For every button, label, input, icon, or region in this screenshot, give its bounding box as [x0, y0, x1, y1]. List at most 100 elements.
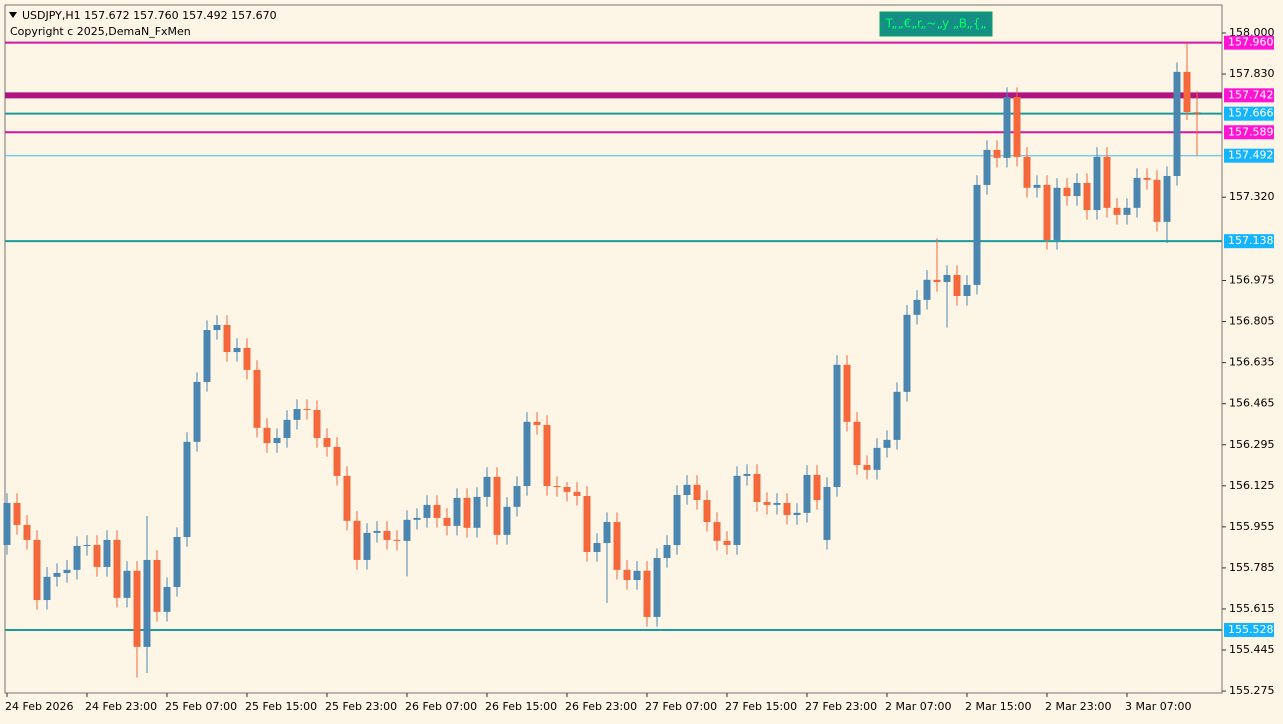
candle-body	[483, 476, 491, 497]
candle-body	[253, 369, 261, 428]
candle-body	[653, 558, 661, 617]
candle-body	[913, 299, 921, 315]
candle-body	[383, 530, 391, 540]
candle-body	[1173, 71, 1181, 176]
candle-body	[1043, 184, 1051, 240]
level-label-box	[1224, 106, 1274, 121]
candle-body	[1063, 187, 1071, 197]
candle-body	[703, 500, 711, 523]
candle-body	[63, 569, 71, 573]
candle-body	[543, 424, 551, 487]
candle-body	[203, 330, 211, 382]
candle-body	[603, 522, 611, 544]
candle-body	[443, 517, 451, 526]
candle-body	[313, 409, 321, 438]
candle-body	[753, 473, 761, 502]
level-label: 157.589	[1228, 125, 1274, 138]
candle-body	[83, 544, 91, 546]
candle-body	[1013, 97, 1021, 157]
candle-body	[213, 324, 221, 331]
y-tick-label: 157.320	[1229, 190, 1275, 203]
candle-body	[103, 539, 111, 567]
y-tick-label: 156.975	[1229, 274, 1275, 287]
candle-body	[633, 570, 641, 580]
candle-body	[1053, 187, 1061, 240]
candle-body	[343, 475, 351, 521]
level-label: 157.666	[1228, 107, 1274, 120]
candle-body	[593, 543, 601, 552]
candle-body	[1103, 156, 1111, 208]
level-label: 157.138	[1228, 234, 1274, 247]
candle-body	[533, 421, 541, 425]
y-tick-label: 156.805	[1229, 315, 1275, 328]
candle-body	[573, 491, 581, 496]
x-tick-label: 24 Feb 2026	[5, 700, 73, 713]
button[interactable]	[879, 11, 993, 37]
level-label-box	[1224, 234, 1274, 249]
button-label[interactable]: T„„€„r„~„y „B„{„	[884, 17, 986, 31]
candle-body	[303, 409, 311, 411]
collapse-arrow[interactable]	[9, 12, 17, 18]
x-tick-label: 24 Feb 23:00	[85, 700, 157, 713]
x-tick-label: 2 Mar 15:00	[965, 700, 1031, 713]
candle-body	[93, 544, 101, 567]
candle-body	[1193, 112, 1201, 114]
candle-body	[763, 501, 771, 505]
y-tick-label: 155.445	[1229, 643, 1275, 656]
candle-body	[923, 279, 931, 300]
x-tick-label: 26 Feb 15:00	[485, 700, 557, 713]
candle-body	[143, 559, 151, 647]
level-label: 157.960	[1228, 36, 1274, 49]
header: USDJPY,H1 157.672 157.760 157.492 157.67…	[22, 9, 277, 22]
candle-body	[173, 536, 181, 587]
candle-body	[223, 324, 231, 353]
x-tick-label: 2 Mar 07:00	[885, 700, 951, 713]
x-tick-label: 2 Mar 23:00	[1045, 700, 1111, 713]
x-tick-label: 3 Mar 07:00	[1125, 700, 1191, 713]
candle-body	[493, 476, 501, 535]
candle-body	[813, 474, 821, 501]
candle-body	[983, 149, 991, 185]
subtitle: Copyright c 2025,DemaN_FxMen	[10, 25, 191, 38]
candle-body	[133, 570, 141, 647]
candle-body	[273, 437, 281, 444]
candle-body	[993, 149, 1001, 158]
candle-body	[263, 427, 271, 444]
candle-body	[3, 502, 11, 545]
candle-body	[613, 522, 621, 570]
candle-body	[33, 539, 41, 601]
candle-body	[1023, 156, 1031, 188]
candle-body	[13, 502, 21, 525]
candle-body	[293, 409, 301, 420]
y-tick-label: 156.465	[1229, 397, 1275, 410]
candle-body	[513, 486, 521, 507]
y-tick-label: 155.275	[1229, 684, 1275, 697]
x-tick-label: 25 Feb 15:00	[245, 700, 317, 713]
x-tick-label: 27 Feb 15:00	[725, 700, 797, 713]
candle-body	[623, 569, 631, 580]
candle-body	[1093, 156, 1101, 211]
candle-body	[403, 519, 411, 541]
candle-body	[733, 475, 741, 545]
candle-body	[323, 437, 331, 447]
candle-body	[643, 570, 651, 617]
candle-body	[163, 586, 171, 612]
candle-body	[773, 502, 781, 505]
y-tick-label: 155.955	[1229, 520, 1275, 533]
candle-body	[1003, 97, 1011, 158]
candle-body	[153, 559, 161, 612]
candle-body	[893, 391, 901, 440]
candle-body	[663, 544, 671, 559]
candle-body	[433, 504, 441, 518]
candle-body	[333, 446, 341, 476]
candle-body	[973, 184, 981, 285]
candle-body	[963, 284, 971, 296]
candle-body	[73, 545, 81, 570]
candle-body	[1083, 182, 1091, 211]
candle-body	[883, 439, 891, 448]
candle-body	[1123, 207, 1131, 215]
candle-body	[953, 274, 961, 296]
level-label-box	[1224, 622, 1274, 637]
x-tick-label: 26 Feb 07:00	[405, 700, 477, 713]
candle-body	[423, 504, 431, 518]
